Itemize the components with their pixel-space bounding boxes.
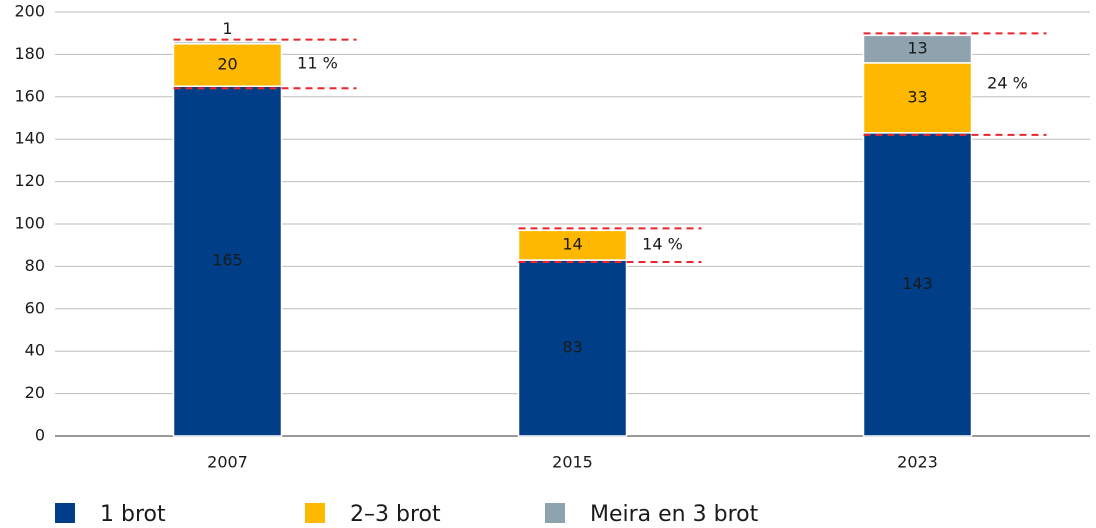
y-tick-label: 80 [25,256,45,275]
data-label: 83 [562,338,582,357]
data-label: 14 [562,235,582,254]
y-tick-label: 120 [14,171,45,190]
x-tick-label: 2015 [552,453,593,472]
y-tick-label: 160 [14,86,45,105]
y-tick-label: 100 [14,214,45,233]
y-tick-label: 200 [14,2,45,21]
y-tick-label: 180 [14,44,45,63]
legend-text: Meira en 3 brot [590,502,759,527]
y-tick-label: 60 [25,298,45,317]
data-label: 143 [902,274,933,293]
bar-segment [172,85,283,437]
y-tick-label: 140 [14,129,45,148]
bar-segment [862,34,973,64]
legend-swatch [55,503,75,523]
annotation: 11 % [297,53,338,72]
annotation: 14 % [642,235,683,254]
x-tick-label: 2007 [207,453,248,472]
annotation: 24 % [987,74,1028,93]
y-tick-label: 0 [35,426,45,445]
data-label: 20 [217,55,237,74]
bar-segment [517,259,628,437]
data-label: 33 [907,87,927,106]
legend-text: 1 brot [100,502,166,527]
bar-segment [862,132,973,437]
legend-swatch [545,503,565,523]
data-label: 13 [907,39,927,58]
legend-text: 2–3 brot [350,502,441,527]
data-label: 165 [212,251,243,270]
bar-segment [172,40,283,45]
bar-segment [172,43,283,87]
bar-segment [517,229,628,261]
legend-swatch [305,503,325,523]
data-label: 1 [222,19,232,38]
y-tick-label: 40 [25,341,45,360]
y-tick-label: 20 [25,383,45,402]
x-tick-label: 2023 [897,453,938,472]
